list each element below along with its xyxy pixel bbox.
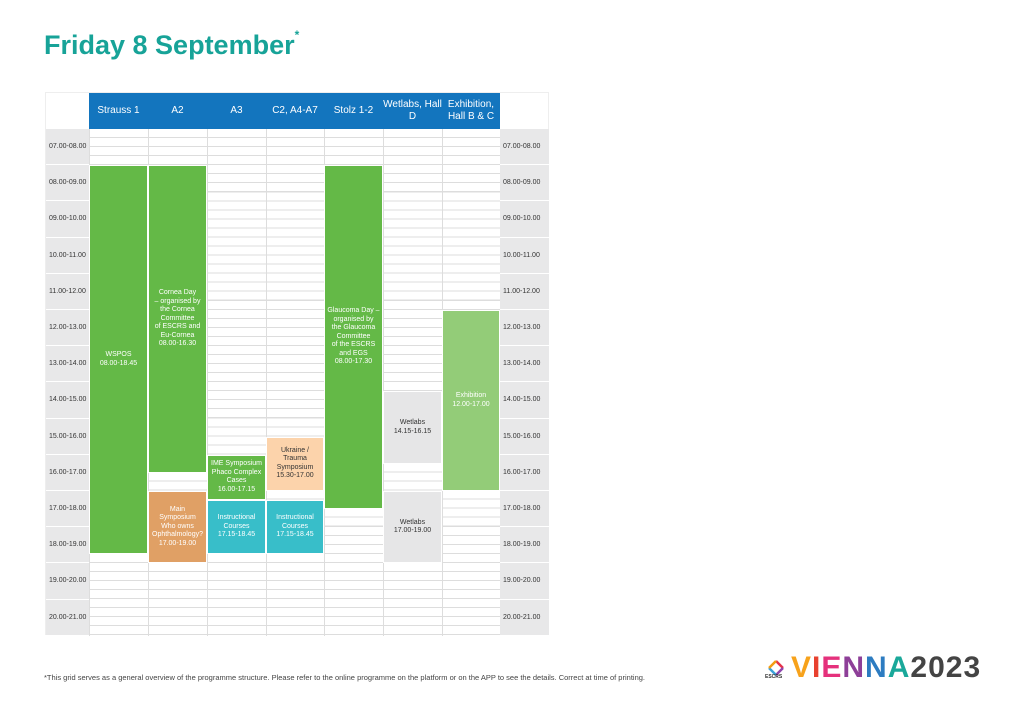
session-text: Symposium xyxy=(159,514,196,522)
time-label-left: 14.00-15.00 xyxy=(46,382,89,419)
time-label-right: 07.00-08.00 xyxy=(500,129,549,166)
session-block[interactable]: Instructional Courses 17.15-18.45 xyxy=(266,500,324,555)
session-text: 17.00-19.00 xyxy=(158,539,197,547)
column-header: A2 xyxy=(148,93,207,129)
session-text: Cases xyxy=(226,477,247,485)
session-text: 08.00-18.45 xyxy=(99,359,138,367)
time-label-left: 07.00-08.00 xyxy=(46,129,89,166)
session-text: Exhibition xyxy=(455,392,487,399)
session-text: Symposium xyxy=(276,463,314,471)
session-block[interactable]: WSPOS 08.00-18.45 xyxy=(89,165,148,555)
logo-city: VIENNA xyxy=(791,651,911,684)
column-header: Wetlabs, Hall D xyxy=(383,93,442,129)
time-label-left: 17.00-18.00 xyxy=(46,491,89,528)
session-text: 17.00-19.00 xyxy=(393,527,432,535)
time-label-right: 14.00-15.00 xyxy=(500,382,549,419)
session-block[interactable]: Instructional Courses 17.15-18.45 xyxy=(207,500,266,555)
time-label-right: 12.00-13.00 xyxy=(500,310,549,347)
page-title: Friday 8 September* xyxy=(44,28,300,61)
session-text: Wetlabs xyxy=(399,518,426,526)
session-block[interactable]: Glaucoma Day – organised by the Glaucoma Co… xyxy=(324,165,383,510)
session-text: Cornea Day xyxy=(158,289,197,297)
column-header: Exhibition, Hall B & C xyxy=(442,93,500,129)
time-label-left: 19.00-20.00 xyxy=(46,563,89,600)
session-text: of the ESCRS xyxy=(331,341,376,349)
session-block[interactable]: Cornea Day – organised by the Cornea Commit… xyxy=(148,165,207,473)
time-label-left: 10.00-11.00 xyxy=(46,237,89,274)
escrs-logo-icon: ESCRS xyxy=(765,659,785,680)
time-label-left: 20.00-21.00 xyxy=(46,599,89,636)
session-text: 08.00-16.30 xyxy=(158,340,197,348)
time-label-right: 13.00-14.00 xyxy=(500,346,549,383)
time-label-left: 09.00-10.00 xyxy=(46,201,89,238)
time-label-left: 11.00-12.00 xyxy=(46,273,89,310)
time-label-left: 16.00-17.00 xyxy=(46,454,89,491)
session-block[interactable]: Ukraine / Trauma Symposium 15.30-17.00 xyxy=(266,436,324,491)
session-text: 08.00-17.30 xyxy=(334,358,373,366)
session-text: of ESCRS and xyxy=(154,323,201,331)
session-block[interactable]: Wetlabs 17.00-19.00 xyxy=(383,491,442,564)
session-block[interactable]: IME Symposium Phaco Complex Cases 16.00-17.… xyxy=(207,454,266,501)
session-text: – organised by xyxy=(154,297,201,305)
time-label-right: 18.00-19.00 xyxy=(500,527,549,564)
session-text: 17.15-18.45 xyxy=(217,531,256,539)
session-text: Committee xyxy=(160,314,195,322)
column-header: Strauss 1 xyxy=(89,93,148,129)
session-text: Glaucoma Day – xyxy=(327,307,380,315)
room-column xyxy=(266,129,324,636)
time-label-left: 18.00-19.00 xyxy=(46,527,89,564)
session-text: 17.15-18.45 xyxy=(276,531,314,539)
column-header: C2, A4-A7 xyxy=(266,93,324,129)
session-text: Instructional xyxy=(276,514,314,522)
time-label-right: 20.00-21.00 xyxy=(500,599,549,636)
time-label-right: 16.00-17.00 xyxy=(500,454,549,491)
session-block[interactable]: Wetlabs 14.15-16.15 xyxy=(383,391,442,464)
time-label-left: 08.00-09.00 xyxy=(46,165,89,202)
time-label-right: 10.00-11.00 xyxy=(500,237,549,274)
title-asterisk: * xyxy=(294,28,300,42)
session-text: Ophthalmology? xyxy=(152,531,203,539)
session-text: 16.00-17.15 xyxy=(217,485,256,493)
session-text: WSPOS xyxy=(105,351,132,359)
session-text: 15.30-17.00 xyxy=(276,472,314,480)
session-text: Instructional xyxy=(217,514,256,522)
column-header: Stolz 1-2 xyxy=(324,93,383,129)
session-text: Courses xyxy=(281,522,309,530)
session-text: IME Symposium xyxy=(211,460,262,468)
logo-org: ESCRS xyxy=(765,674,783,680)
session-text: 14.15-16.15 xyxy=(393,427,432,435)
column-header: A3 xyxy=(207,93,266,129)
time-label-right: 08.00-09.00 xyxy=(500,165,549,202)
time-label-left: 15.00-16.00 xyxy=(46,418,89,455)
session-text: the Cornea xyxy=(160,306,195,314)
session-text: 12.00-17.00 xyxy=(452,400,490,408)
time-label-right: 15.00-16.00 xyxy=(500,418,549,455)
time-label-right: 17.00-18.00 xyxy=(500,491,549,528)
footnote: *This grid serves as a general overview … xyxy=(44,673,645,682)
session-text: Main xyxy=(169,505,186,513)
session-block[interactable]: Exhibition 12.00-17.00 xyxy=(442,310,500,491)
time-label-right: 09.00-10.00 xyxy=(500,201,549,238)
time-label-left: 13.00-14.00 xyxy=(46,346,89,383)
schedule-grid: Strauss 1 A2 A3 C2, A4-A7 Stolz 1-2 Wetlabs, … xyxy=(45,92,549,636)
session-text: the Glaucoma xyxy=(331,324,376,332)
session-text: organised by xyxy=(333,315,374,323)
logo-year: 2023 xyxy=(910,651,982,684)
session-text: and EGS xyxy=(339,349,368,357)
room-column xyxy=(207,129,266,636)
session-text: Who owns xyxy=(161,522,194,530)
title-text: Friday 8 September xyxy=(44,30,295,60)
session-text: Committee xyxy=(336,332,371,340)
time-label-right: 11.00-12.00 xyxy=(500,273,549,310)
session-text: Courses xyxy=(223,522,250,530)
session-text: Wetlabs xyxy=(399,419,426,427)
session-text: Phaco Complex xyxy=(211,468,262,476)
session-text: Ukraine / Trauma xyxy=(280,446,309,463)
escrs-vienna-2023-logo: ESCRS VIENNA 2023 xyxy=(765,651,982,684)
session-text: Eu-Cornea xyxy=(160,331,195,339)
time-label-right: 19.00-20.00 xyxy=(500,563,549,600)
time-label-left: 12.00-13.00 xyxy=(46,310,89,347)
session-block[interactable]: Main Symposium Who owns Ophthalmology? 17.00… xyxy=(148,491,207,564)
